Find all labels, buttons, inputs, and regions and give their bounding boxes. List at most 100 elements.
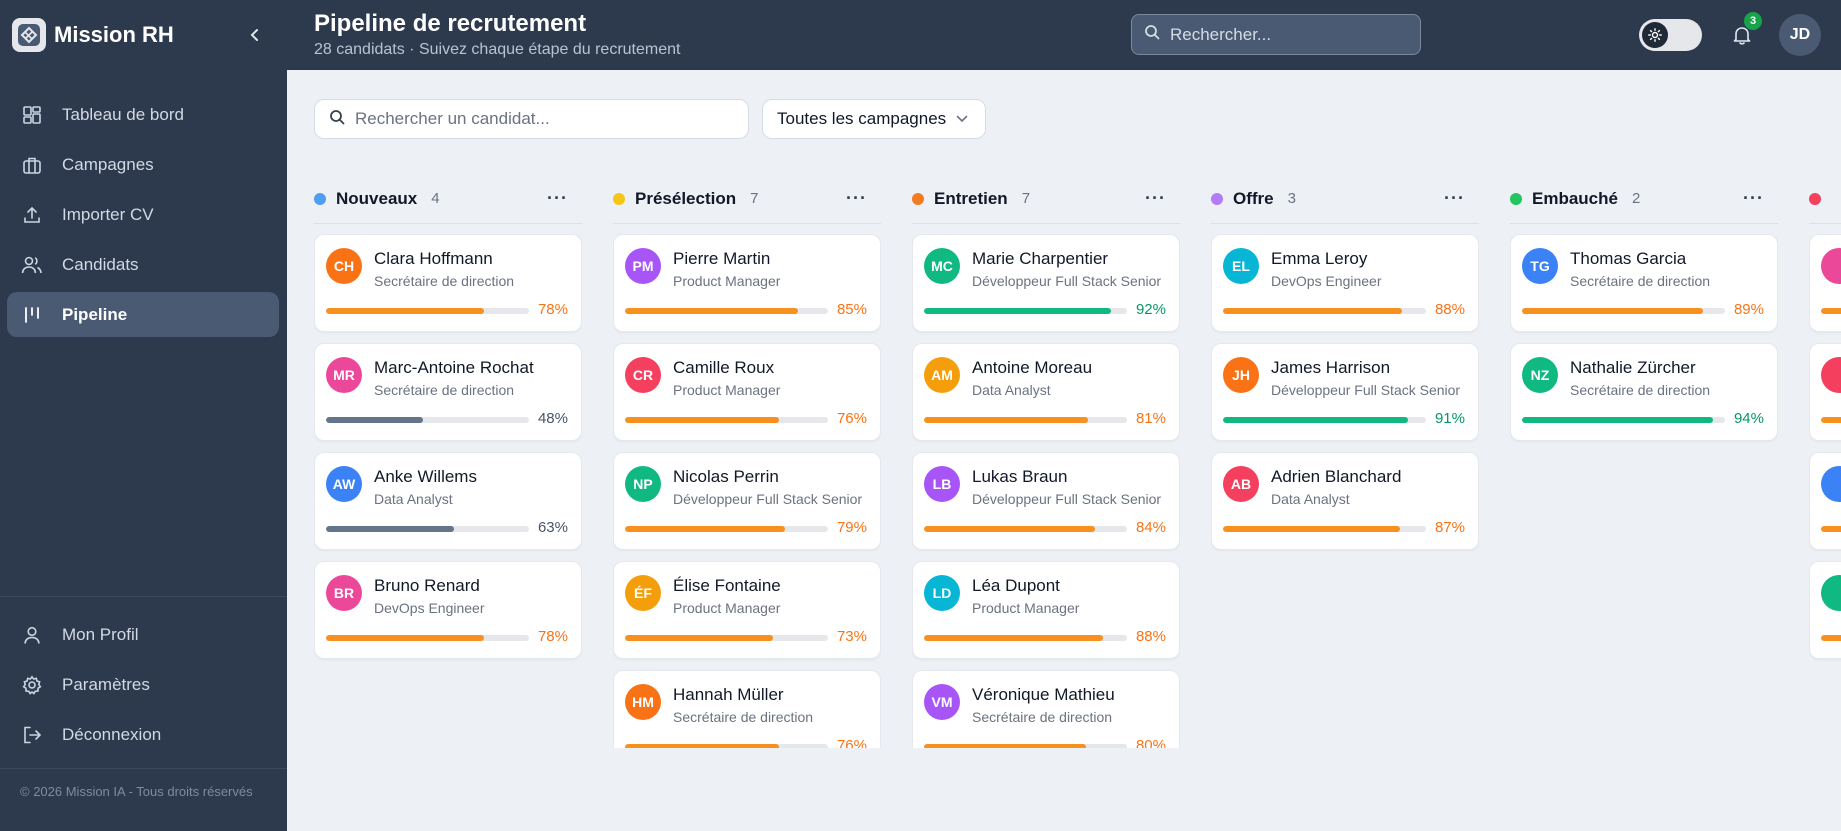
candidate-avatar: MR <box>326 357 362 393</box>
match-score-fill <box>326 635 485 641</box>
sidebar-item-candidats[interactable]: Candidats <box>7 242 279 287</box>
match-score-bar <box>1821 635 1841 641</box>
sidebar-item-deconnexion[interactable]: Déconnexion <box>7 712 279 757</box>
candidate-role: DevOps Engineer <box>374 600 485 616</box>
sidebar-item-tableau-de-bord[interactable]: Tableau de bord <box>7 92 279 137</box>
column-status-dot <box>613 192 625 205</box>
match-score-label: 48% <box>537 410 568 427</box>
global-search-input[interactable] <box>1170 24 1410 45</box>
match-score-bar <box>1821 526 1841 532</box>
match-score-fill <box>924 417 1089 423</box>
candidate-name: Pierre Martin <box>673 249 771 268</box>
match-score-bar <box>326 308 529 314</box>
match-score-fill <box>625 417 780 423</box>
match-score-label: 87% <box>1434 519 1465 536</box>
sidebar-item-mon-profil[interactable]: Mon Profil <box>7 612 279 657</box>
candidate-card[interactable]: AW Anke Willems Data Analyst 63% <box>314 452 582 550</box>
candidate-avatar: AW <box>326 466 362 502</box>
more-options-icon[interactable]: ··· <box>1743 188 1764 208</box>
pipeline-column: Embauché 2 ··· TG Thomas Garcia Secrétaire de… <box>1510 178 1778 748</box>
candidate-search-input[interactable] <box>355 109 735 129</box>
candidate-role: Data Analyst <box>972 382 1051 398</box>
match-score-label: 80% <box>1135 737 1166 748</box>
candidate-avatar <box>1821 575 1841 611</box>
global-search[interactable] <box>1131 14 1421 55</box>
candidate-avatar <box>1821 357 1841 393</box>
more-options-icon[interactable]: ··· <box>547 188 568 208</box>
match-score-label: 76% <box>836 737 867 748</box>
candidate-card[interactable]: PM Pierre Martin Product Manager 85% <box>613 234 881 332</box>
candidate-avatar: AB <box>1223 466 1259 502</box>
sidebar-item-parametres[interactable]: Paramètres <box>7 662 279 707</box>
candidate-avatar: CR <box>625 357 661 393</box>
sidebar-item-label: Déconnexion <box>62 724 162 744</box>
column-status-dot <box>314 192 326 205</box>
column-cards: PM Pierre Martin Product Manager 85% CR Camil… <box>613 234 881 748</box>
match-score-fill <box>1821 417 1841 423</box>
column-header: ··· <box>1809 178 1841 224</box>
candidate-card[interactable]: MR Marc-Antoine Rochat Secrétaire de direc… <box>314 343 582 441</box>
candidate-card[interactable]: ÉF Élise Fontaine Product Manager 73% <box>613 561 881 659</box>
more-options-icon[interactable]: ··· <box>846 188 867 208</box>
match-score-fill <box>625 635 774 641</box>
candidate-card[interactable]: NP Nicolas Perrin Développeur Full Stack S… <box>613 452 881 550</box>
pipeline-board: Nouveaux 4 ··· CH Clara Hoffmann Secrétaire d… <box>314 178 1841 748</box>
candidate-card[interactable]: CR Camille Roux Product Manager 76% <box>613 343 881 441</box>
candidate-name: Camille Roux <box>673 358 775 377</box>
candidate-card[interactable]: VM Véronique Mathieu Secrétaire de directi… <box>912 670 1180 748</box>
candidate-card[interactable]: EL Emma Leroy DevOps Engineer 88% <box>1211 234 1479 332</box>
candidate-name: Hannah Müller <box>673 685 784 704</box>
candidate-avatar: NZ <box>1522 357 1558 393</box>
candidate-name: Emma Leroy <box>1271 249 1368 268</box>
candidate-avatar: VM <box>924 684 960 720</box>
column-status-dot <box>1510 192 1522 205</box>
candidate-card[interactable]: NZ Nathalie Zürcher Secrétaire de directio… <box>1510 343 1778 441</box>
candidate-name: Clara Hoffmann <box>374 249 493 268</box>
notifications-bell-icon[interactable] <box>1727 20 1757 50</box>
user-avatar[interactable]: JD <box>1779 14 1821 56</box>
candidate-card[interactable]: LB Lukas Braun Développeur Full Stack Seni… <box>912 452 1180 550</box>
candidate-role: Secrétaire de direction <box>374 273 515 289</box>
campaign-filter-select[interactable]: Toutes les campagnes <box>762 99 986 139</box>
candidate-role: Product Manager <box>673 382 781 398</box>
more-options-icon[interactable]: ··· <box>1145 188 1166 208</box>
candidate-card[interactable]: HM Hannah Müller Secrétaire de direction 76… <box>613 670 881 748</box>
candidate-card[interactable]: JH James Harrison Développeur Full Stack S… <box>1211 343 1479 441</box>
candidate-card[interactable]: AB Adrien Blanchard Data Analyst 87% <box>1211 452 1479 550</box>
candidate-card[interactable]: AM Antoine Moreau Data Analyst 81% <box>912 343 1180 441</box>
more-options-icon[interactable]: ··· <box>1444 188 1465 208</box>
candidate-avatar: JH <box>1223 357 1259 393</box>
candidate-avatar: ÉF <box>625 575 661 611</box>
match-score-fill <box>924 744 1087 748</box>
candidate-card[interactable] <box>1809 343 1841 441</box>
candidate-avatar: PM <box>625 248 661 284</box>
upload-icon <box>20 203 44 227</box>
candidate-card[interactable] <box>1809 234 1841 332</box>
candidate-search[interactable] <box>314 99 749 139</box>
column-title: Entretien <box>934 188 1008 208</box>
sidebar-item-pipeline[interactable]: Pipeline <box>7 292 279 337</box>
candidate-card[interactable]: BR Bruno Renard DevOps Engineer 78% <box>314 561 582 659</box>
copyright: © 2026 Mission IA - Tous droits réservés <box>0 768 287 801</box>
theme-toggle[interactable] <box>1639 19 1702 51</box>
column-header: Offre 3 ··· <box>1211 178 1479 224</box>
candidate-card[interactable]: TG Thomas Garcia Secrétaire de direction 89… <box>1510 234 1778 332</box>
match-score-label: 73% <box>836 628 867 645</box>
candidate-card[interactable] <box>1809 561 1841 659</box>
brand: Mission RH <box>0 0 287 70</box>
match-score-fill <box>1522 308 1703 314</box>
column-cards: TG Thomas Garcia Secrétaire de direction 89… <box>1510 234 1778 748</box>
match-score-label: 91% <box>1434 410 1465 427</box>
match-score-label: 78% <box>537 628 568 645</box>
candidate-card[interactable] <box>1809 452 1841 550</box>
collapse-sidebar-icon[interactable] <box>245 25 265 45</box>
column-count: 7 <box>1021 190 1031 207</box>
candidate-role: Secrétaire de direction <box>972 709 1113 725</box>
candidate-card[interactable]: MC Marie Charpentier Développeur Full Stac… <box>912 234 1180 332</box>
match-score-bar <box>1223 308 1426 314</box>
candidate-card[interactable]: CH Clara Hoffmann Secrétaire de direction 7… <box>314 234 582 332</box>
candidate-card[interactable]: LD Léa Dupont Product Manager 88% <box>912 561 1180 659</box>
sidebar-item-importer-cv[interactable]: Importer CV <box>7 192 279 237</box>
sidebar-item-campagnes[interactable]: Campagnes <box>7 142 279 187</box>
column-title: Présélection <box>635 188 737 208</box>
